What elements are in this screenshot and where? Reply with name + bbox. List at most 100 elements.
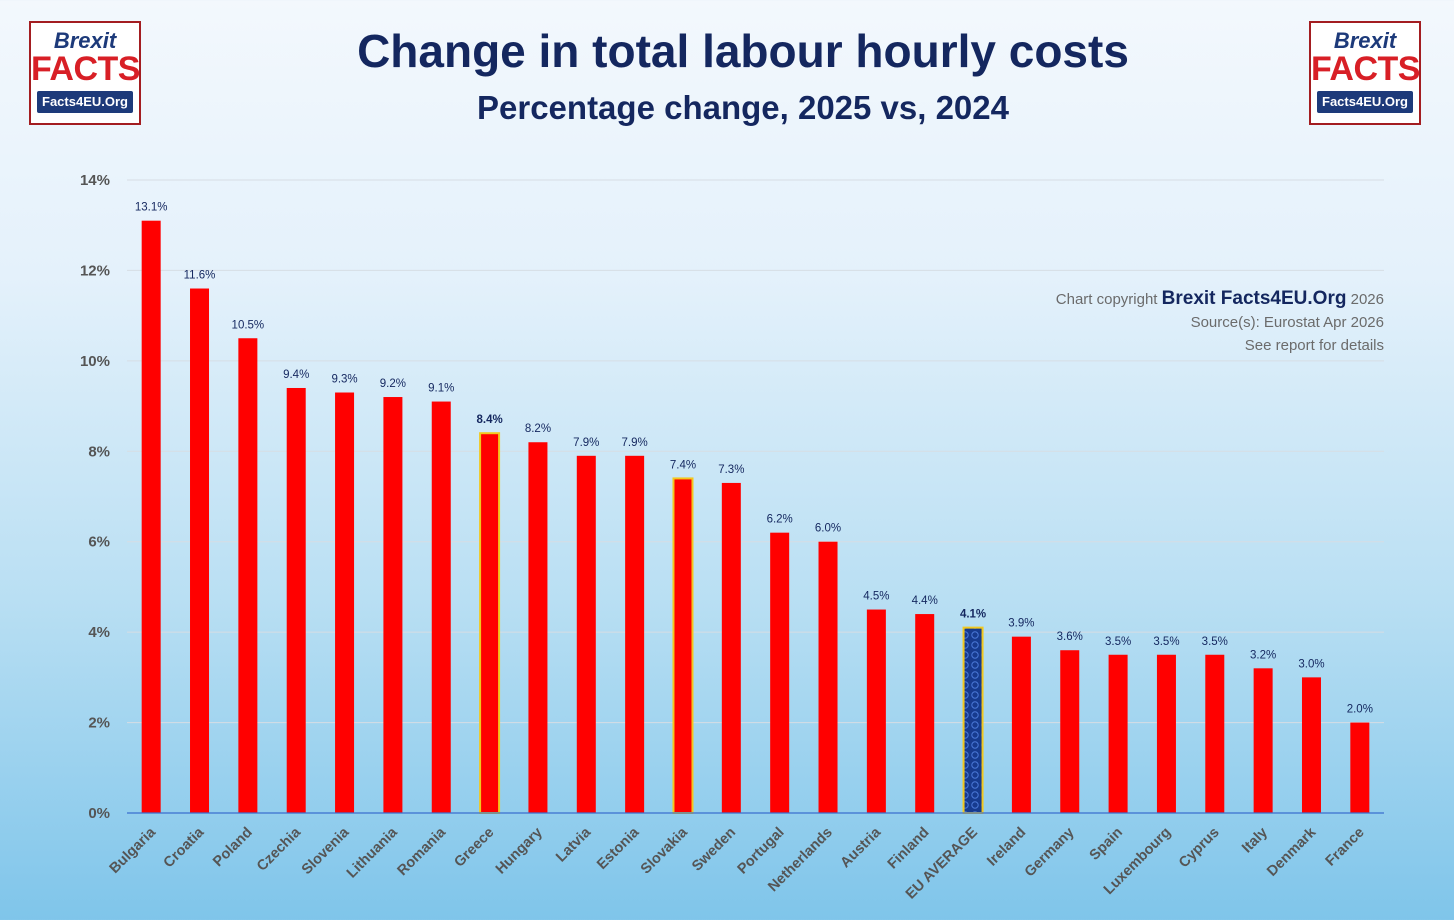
bar-greece bbox=[479, 432, 501, 814]
value-label: 3.5% bbox=[1153, 636, 1179, 648]
bar-italy bbox=[1253, 668, 1273, 813]
logo-tagline: Facts4EU.Org bbox=[37, 91, 133, 113]
y-tick-label: 4% bbox=[88, 624, 110, 641]
x-tick-label: Denmark bbox=[1264, 824, 1320, 880]
source-line: Source(s): Eurostat Apr 2026 bbox=[1190, 314, 1384, 331]
bar-sweden bbox=[721, 482, 741, 813]
bar-ireland bbox=[1011, 636, 1031, 813]
x-tick-label: France bbox=[1323, 825, 1368, 870]
x-tick-label: Sweden bbox=[689, 825, 739, 875]
x-tick-label: Romania bbox=[394, 824, 449, 879]
bar-slovenia bbox=[335, 392, 355, 813]
bar-czechia bbox=[286, 387, 306, 813]
x-tick-label: Lithuania bbox=[344, 824, 402, 882]
bar-portugal bbox=[770, 532, 790, 813]
bar-romania bbox=[431, 401, 451, 813]
x-tick-label: Hungary bbox=[493, 825, 546, 878]
value-label: 11.6% bbox=[184, 270, 216, 282]
bar-poland bbox=[238, 338, 258, 813]
copyright-line: Chart copyright Brexit Facts4EU.Org 2026 bbox=[1056, 287, 1384, 311]
bar-luxembourg bbox=[1156, 654, 1176, 813]
value-label: 3.9% bbox=[1008, 618, 1034, 630]
value-label: 7.3% bbox=[718, 464, 744, 476]
logo-tagline: Facts4EU.Org bbox=[1317, 91, 1413, 113]
copyright-prefix: Chart copyright bbox=[1055, 291, 1158, 308]
bar-croatia bbox=[190, 288, 210, 813]
value-label: 9.2% bbox=[380, 378, 406, 390]
bar-cyprus bbox=[1205, 654, 1225, 813]
bar-eu-average bbox=[962, 626, 984, 814]
logo-facts-text: FACTS bbox=[31, 50, 140, 88]
logo-brexit-text: Brexit bbox=[53, 28, 117, 53]
x-tick-label: Slovakia bbox=[638, 824, 692, 878]
value-label: 9.1% bbox=[428, 383, 454, 395]
x-tick-label: Latvia bbox=[553, 824, 595, 866]
value-labels: 13.1% 11.6% 10.5% 9.4% 9.3% 9.2% 9.1% 8.4% 8.2% 7… bbox=[135, 202, 1373, 716]
x-tick-label: Austria bbox=[838, 824, 885, 871]
x-tick-label: Estonia bbox=[594, 824, 643, 873]
bar-finland bbox=[915, 614, 935, 813]
value-label: 3.5% bbox=[1105, 636, 1131, 648]
y-tick-label: 14% bbox=[80, 172, 110, 189]
value-label: 8.4% bbox=[476, 414, 502, 426]
chart-credits: Chart copyright Brexit Facts4EU.Org 2026… bbox=[1056, 287, 1384, 357]
value-label: 8.2% bbox=[525, 423, 551, 435]
value-label: 3.6% bbox=[1057, 631, 1083, 643]
value-label: 2.0% bbox=[1347, 704, 1373, 716]
bar-bulgaria bbox=[141, 220, 161, 813]
bar-denmark bbox=[1301, 677, 1321, 813]
copyright-year: 2026 bbox=[1350, 291, 1384, 308]
bar-lithuania bbox=[383, 397, 403, 813]
value-label: 9.3% bbox=[331, 374, 357, 386]
gridlines bbox=[127, 179, 1384, 724]
bars bbox=[141, 220, 1370, 814]
bar-slovakia bbox=[672, 477, 694, 814]
bar-spain bbox=[1108, 654, 1128, 813]
value-label: 7.9% bbox=[622, 437, 648, 449]
y-tick-label: 0% bbox=[88, 805, 110, 822]
value-label: 6.0% bbox=[815, 523, 841, 535]
bar-latvia bbox=[576, 455, 596, 813]
x-tick-label: Greece bbox=[451, 825, 497, 871]
brexit-facts-logo-right: Brexit FACTS Facts4EU.Org bbox=[1309, 21, 1421, 125]
value-label: 7.4% bbox=[670, 459, 696, 471]
x-tick-label: Cyprus bbox=[1176, 825, 1223, 872]
x-axis: Bulgaria Croatia PolandCzechiaSloveniaLith… bbox=[107, 812, 1384, 902]
value-label: 7.9% bbox=[573, 437, 599, 449]
y-tick-label: 6% bbox=[88, 534, 110, 551]
value-label: 4.5% bbox=[863, 591, 889, 603]
x-tick-label: Croatia bbox=[161, 824, 208, 871]
value-label: 10.5% bbox=[232, 319, 265, 331]
copyright-brand: Brexit Facts4EU.Org bbox=[1161, 288, 1347, 309]
bar-austria bbox=[866, 609, 886, 813]
value-label: 6.2% bbox=[767, 514, 793, 526]
value-label: 9.4% bbox=[283, 369, 309, 381]
bar-netherlands bbox=[818, 541, 838, 813]
value-label: 3.5% bbox=[1202, 636, 1228, 648]
bar-france bbox=[1350, 722, 1370, 813]
y-tick-label: 12% bbox=[80, 262, 110, 279]
y-tick-label: 2% bbox=[88, 715, 110, 732]
chart-subtitle: Percentage change, 2025 vs, 2024 bbox=[477, 89, 1009, 126]
x-tick-label: Italy bbox=[1239, 825, 1271, 857]
value-label: 13.1% bbox=[135, 202, 168, 214]
x-tick-label: Ireland bbox=[984, 825, 1029, 870]
bar-estonia bbox=[625, 455, 645, 813]
logo-brexit-text: Brexit bbox=[1333, 28, 1397, 53]
x-tick-label: Czechia bbox=[254, 824, 305, 875]
logo-facts-text: FACTS bbox=[1311, 50, 1420, 88]
x-tick-label: Poland bbox=[210, 825, 255, 870]
value-label: 3.0% bbox=[1298, 658, 1324, 670]
y-tick-label: 8% bbox=[88, 443, 110, 460]
x-tick-label: Spain bbox=[1087, 825, 1126, 864]
y-axis: 0% 2% 4% 6% 8% 10% 12% 14% bbox=[80, 172, 110, 822]
value-label: 3.2% bbox=[1250, 649, 1276, 661]
bar-hungary bbox=[528, 442, 548, 813]
x-tick-label: Bulgaria bbox=[107, 824, 160, 877]
bar-germany bbox=[1060, 650, 1080, 813]
details-line: See report for details bbox=[1244, 337, 1384, 354]
y-tick-label: 10% bbox=[80, 353, 110, 370]
brexit-facts-logo-left: Brexit FACTS Facts4EU.Org bbox=[29, 21, 141, 125]
value-label: 4.4% bbox=[912, 595, 938, 607]
